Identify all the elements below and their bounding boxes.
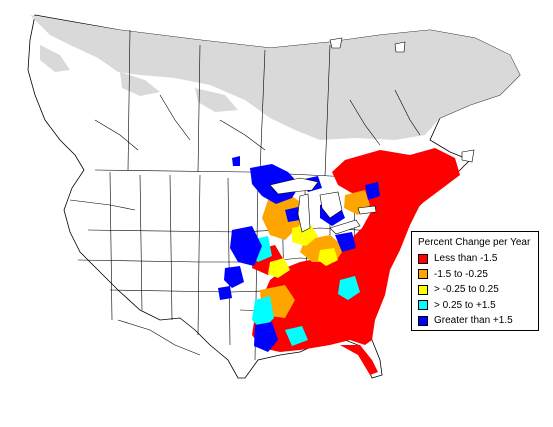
lake-huron: [319, 191, 343, 219]
region-stable: [268, 258, 290, 278]
region-strong-decline: [340, 345, 378, 375]
legend-swatch: [418, 269, 428, 280]
region-strong-decline: [252, 148, 460, 352]
region-strong-increase: [232, 156, 240, 166]
region-strong-increase: [224, 266, 244, 288]
region-strong-increase: [218, 286, 232, 300]
region-strong-increase: [285, 207, 300, 222]
legend-label: Greater than +1.5: [434, 315, 513, 327]
legend-swatch: [418, 315, 428, 326]
legend-swatch: [418, 300, 428, 311]
legend-item: > -0.25 to 0.25: [418, 282, 532, 298]
lake-erie: [329, 219, 361, 235]
legend-item: > 0.25 to +1.5: [418, 298, 532, 314]
region-moderate-increase: [338, 276, 360, 300]
legend-label: -1.5 to -0.25: [434, 268, 488, 280]
region-strong-increase: [365, 182, 380, 200]
legend-label: > -0.25 to 0.25: [434, 284, 499, 296]
legend-label: Less than -1.5: [434, 253, 498, 265]
lake-superior: [269, 177, 319, 195]
legend-swatch: [418, 253, 428, 264]
no-data-patch: [40, 45, 70, 72]
great-lakes: [269, 177, 377, 235]
region-moderate-increase: [252, 296, 274, 330]
legend-item: Greater than +1.5: [418, 313, 532, 329]
lake-ontario: [357, 205, 377, 215]
region-stable: [292, 224, 318, 246]
legend-title: Percent Change per Year: [418, 237, 531, 248]
region-strong-increase: [335, 232, 356, 252]
legend-item: -1.5 to -0.25: [418, 267, 532, 283]
legend-label: > 0.25 to +1.5: [434, 299, 496, 311]
region-moderate-increase: [285, 326, 308, 346]
legend-items: Less than -1.5 -1.5 to -0.25 > -0.25 to 0.…: [418, 251, 532, 329]
no-data-patch: [120, 72, 160, 96]
legend-swatch: [418, 284, 428, 295]
islands: [329, 37, 475, 163]
lake-michigan: [297, 193, 311, 233]
region-strong-increase: [230, 226, 262, 266]
region-strong-increase: [254, 322, 278, 352]
no-data-patch: [195, 88, 238, 112]
legend-item: Less than -1.5: [418, 251, 532, 267]
legend: Percent Change per Year Less than -1.5 -1…: [411, 231, 539, 331]
region-stable: [318, 248, 338, 266]
